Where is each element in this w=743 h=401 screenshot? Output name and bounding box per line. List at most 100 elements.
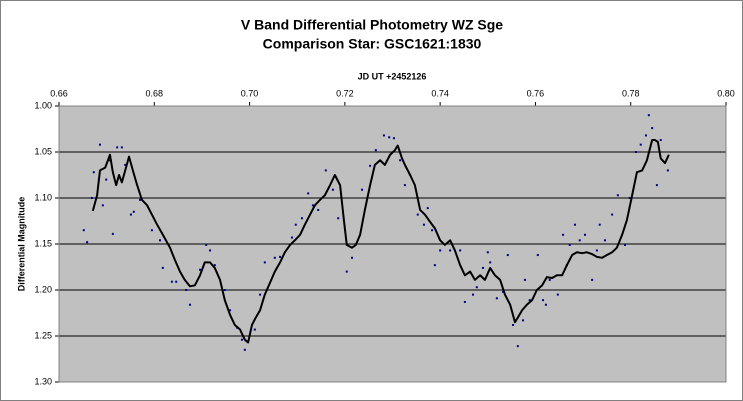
data-point (331, 188, 334, 191)
data-point (598, 223, 601, 226)
data-point (544, 303, 547, 306)
data-point (129, 213, 132, 216)
data-point (562, 233, 565, 236)
plot-area: 1.00 1.05 1.10 1.15 1.20 1.25 1.30 0.66 0.68 0.70… (34, 88, 734, 386)
data-point (548, 278, 551, 281)
data-point (495, 297, 498, 300)
data-point (369, 164, 372, 167)
data-point (324, 169, 327, 172)
data-point (101, 204, 104, 207)
data-point (392, 137, 395, 140)
x-tick-label: 0.78 (622, 88, 640, 98)
data-point (229, 309, 232, 312)
data-point (459, 249, 462, 252)
data-point (666, 169, 669, 172)
data-point (361, 188, 364, 191)
data-point (449, 249, 452, 252)
data-point (482, 266, 485, 269)
data-point (290, 236, 293, 239)
data-point (108, 159, 111, 162)
data-point (399, 159, 402, 162)
data-point (351, 256, 354, 259)
data-point (92, 171, 95, 174)
data-point (337, 217, 340, 220)
data-point (506, 254, 509, 257)
y-tick-label: 1.10 (34, 192, 52, 202)
chart-subtitle: Comparison Star: GSC1621:1830 (263, 36, 482, 52)
data-point (374, 149, 377, 152)
plot-frame (58, 105, 727, 383)
data-point (279, 255, 282, 258)
data-point (659, 139, 662, 142)
data-point (294, 223, 297, 226)
x-tick-label: 0.70 (241, 88, 259, 98)
data-point (253, 328, 256, 331)
data-point (223, 289, 226, 291)
data-point (595, 249, 598, 252)
data-point (259, 293, 262, 296)
data-point (568, 243, 571, 246)
x-tick-label: 0.72 (336, 88, 354, 98)
data-point (105, 178, 108, 181)
data-point (639, 143, 642, 146)
data-point (132, 210, 135, 213)
data-point (159, 239, 162, 242)
data-point (644, 134, 647, 137)
data-point (311, 204, 314, 207)
data-point (431, 229, 434, 232)
data-point (439, 249, 442, 252)
data-point (583, 233, 586, 236)
data-point (623, 243, 626, 246)
data-point (345, 270, 348, 273)
data-point (199, 268, 202, 271)
data-point (628, 197, 631, 199)
x-tick-label: 0.68 (146, 88, 164, 98)
data-point (138, 198, 141, 201)
data-point (611, 213, 614, 216)
data-point (523, 278, 526, 281)
data-point (213, 264, 216, 267)
data-point (300, 217, 303, 220)
data-point (422, 223, 425, 226)
data-point (82, 229, 85, 232)
data-point (273, 256, 276, 259)
data-point (655, 184, 658, 187)
data-point (556, 293, 559, 296)
data-point (542, 299, 545, 302)
data-point (472, 293, 475, 296)
data-point (528, 299, 531, 302)
data-point (307, 192, 310, 195)
data-point (124, 163, 127, 166)
data-point (161, 266, 164, 269)
data-point (416, 213, 419, 216)
data-point (426, 207, 429, 210)
x-tick-label: 0.74 (431, 88, 449, 98)
data-point (475, 286, 478, 289)
data-point (486, 251, 489, 254)
data-point (536, 254, 539, 257)
data-point (86, 241, 89, 244)
y-tick-label: 1.15 (34, 238, 52, 248)
data-point (205, 243, 208, 246)
data-point (170, 280, 173, 283)
data-point (111, 232, 114, 235)
data-point (98, 143, 101, 146)
data-point (189, 303, 192, 306)
data-point (388, 136, 391, 139)
x-tick-label: 0.80 (717, 88, 735, 98)
data-point (489, 261, 492, 264)
data-point (616, 194, 619, 197)
y-tick-label: 1.00 (34, 100, 52, 110)
y-tick-label: 1.30 (34, 376, 52, 386)
data-point (603, 239, 606, 242)
y-tick-label: 1.20 (34, 284, 52, 294)
data-point (185, 289, 188, 291)
x-tick-label: 0.66 (50, 88, 68, 98)
data-point (116, 146, 119, 149)
data-point (209, 249, 212, 252)
x-axis-title: JD UT +2452126 (358, 71, 427, 81)
data-point (578, 239, 581, 242)
data-point (90, 197, 93, 199)
